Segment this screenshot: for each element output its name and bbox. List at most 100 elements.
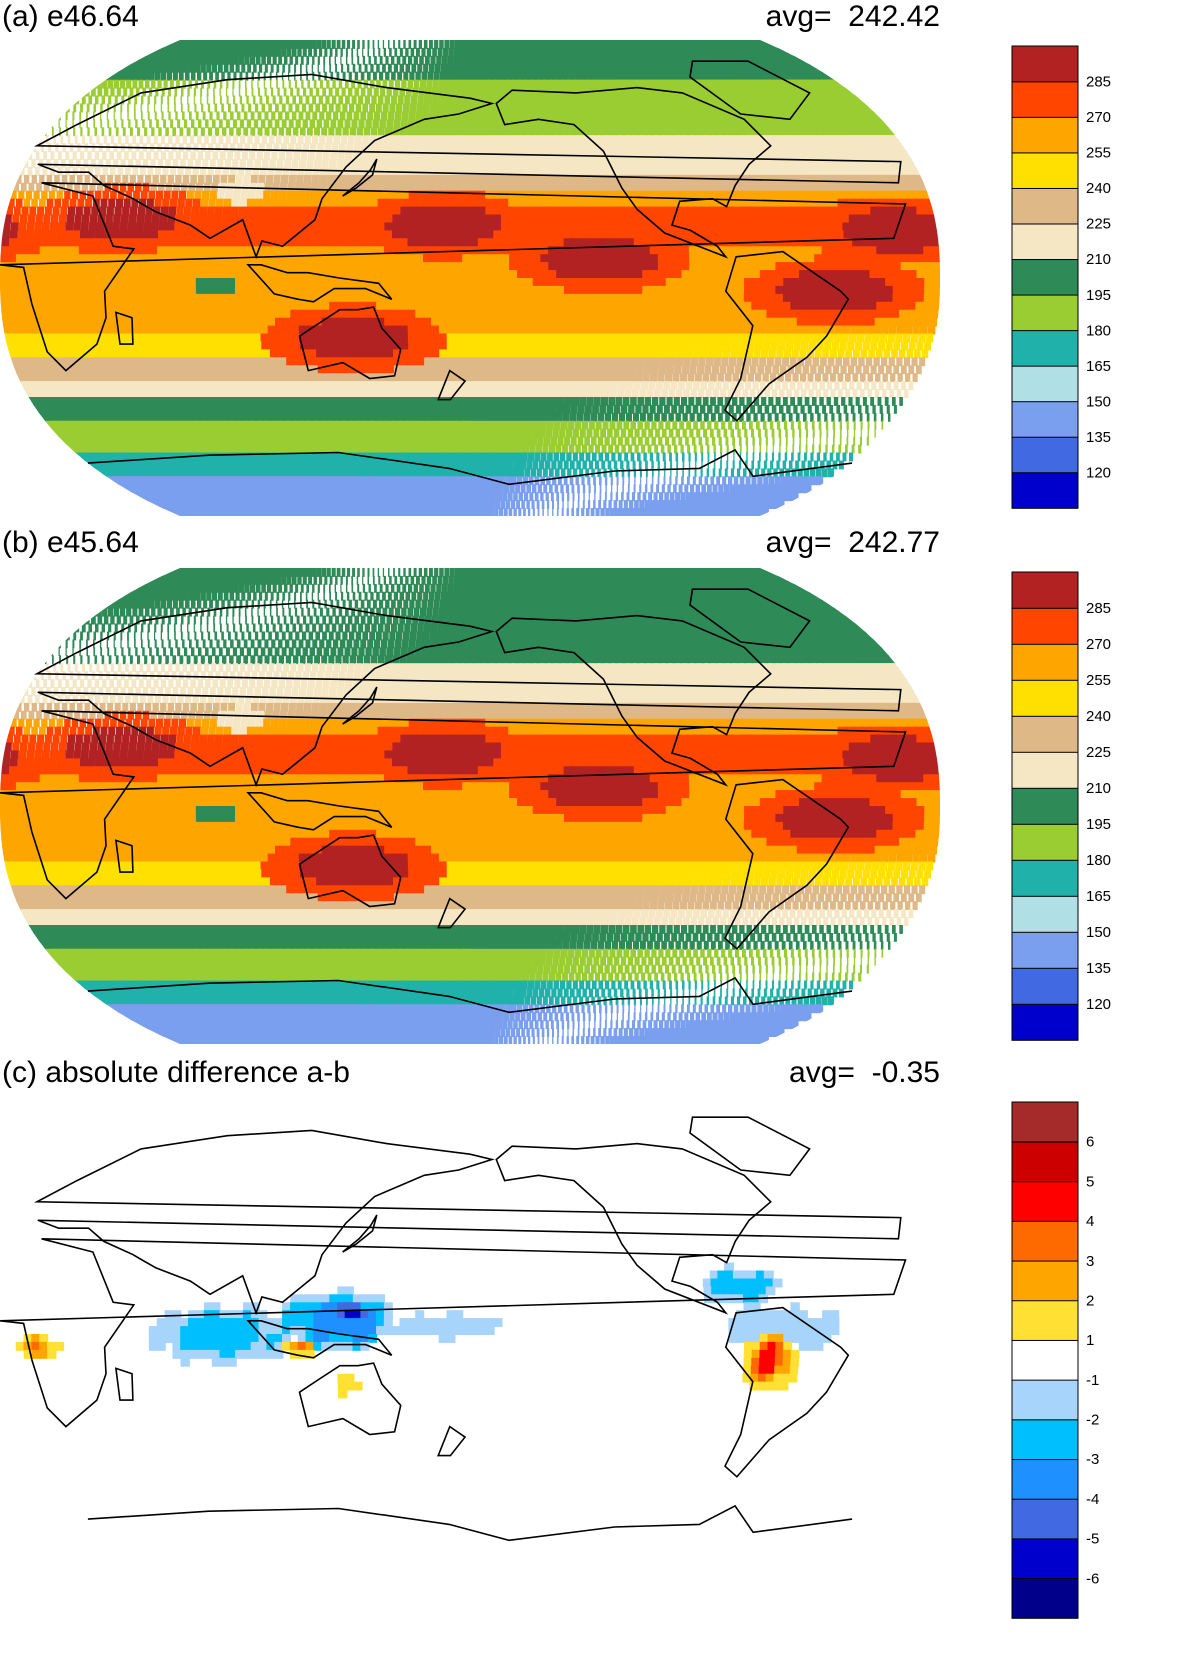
field-cell — [763, 333, 772, 343]
field-cell — [219, 278, 229, 287]
field-cell — [321, 309, 331, 319]
field-cell — [267, 119, 273, 129]
field-cell — [571, 63, 583, 73]
field-cell — [890, 174, 903, 184]
field-cell — [838, 278, 848, 287]
field-cell — [163, 79, 168, 89]
field-cell — [156, 293, 167, 303]
field-cell — [556, 270, 566, 279]
field-cell — [402, 174, 411, 184]
field-cell — [923, 246, 933, 256]
field-cell — [859, 317, 868, 327]
field-cell — [109, 293, 120, 303]
field-cell — [43, 333, 54, 343]
field-cell — [549, 103, 559, 113]
field-cell — [276, 159, 284, 168]
field-cell — [646, 159, 657, 168]
field-cell — [912, 222, 923, 232]
field-cell — [269, 341, 279, 351]
field-cell — [107, 79, 114, 89]
field-cell — [725, 111, 739, 121]
field-cell — [137, 55, 148, 65]
field-cell — [782, 357, 789, 367]
field-cell — [430, 301, 440, 311]
field-cell — [94, 246, 104, 256]
field-cell — [757, 222, 767, 232]
field-cell — [254, 47, 261, 57]
field-cell — [333, 135, 340, 145]
field-cell — [80, 222, 89, 232]
field-cell — [675, 357, 684, 367]
field-cell — [659, 151, 670, 160]
field-cell — [7, 278, 17, 287]
field-cell — [822, 285, 832, 295]
field-cell — [703, 317, 712, 327]
field-cell — [172, 301, 183, 311]
field-cell — [595, 270, 605, 279]
field-cell — [216, 55, 223, 65]
field-cell — [104, 325, 115, 335]
field-cell — [20, 333, 31, 343]
field-cell — [368, 317, 378, 327]
field-cell — [556, 55, 567, 65]
field-cell — [626, 262, 636, 271]
field-cell — [524, 222, 534, 232]
field-cell — [477, 206, 487, 216]
field-cell — [288, 79, 291, 89]
field-cell — [881, 325, 889, 335]
field-cell — [352, 254, 362, 264]
field-cell — [380, 159, 389, 168]
field-cell — [728, 285, 738, 295]
field-cell — [281, 174, 289, 184]
field-cell — [838, 135, 852, 145]
field-cell — [125, 262, 135, 271]
field-cell — [584, 349, 594, 359]
field-cell — [235, 246, 244, 256]
field-cell — [650, 270, 660, 279]
field-cell — [507, 365, 517, 375]
field-cell — [50, 151, 55, 160]
field-cell — [161, 135, 166, 145]
field-cell — [306, 230, 315, 240]
field-cell — [119, 222, 128, 232]
field-cell — [193, 143, 199, 152]
field-cell — [445, 71, 453, 81]
field-cell — [347, 135, 355, 145]
field-cell — [738, 111, 753, 121]
field-cell — [655, 119, 667, 129]
field-cell — [269, 198, 278, 208]
field-cell — [695, 222, 705, 232]
field-cell — [509, 238, 519, 248]
field-cell — [500, 365, 509, 375]
field-cell — [353, 333, 363, 343]
field-cell — [803, 135, 817, 145]
field-cell — [289, 278, 299, 287]
field-cell — [501, 262, 511, 271]
field-cell — [491, 151, 501, 160]
field-cell — [824, 135, 838, 145]
field-cell — [493, 238, 503, 248]
field-cell — [802, 63, 823, 73]
field-cell — [522, 182, 533, 192]
field-cell — [485, 349, 495, 359]
field-cell — [647, 103, 660, 113]
field-cell — [55, 254, 64, 264]
field-cell — [358, 119, 365, 129]
field-cell — [62, 349, 74, 359]
field-cell — [338, 214, 347, 224]
field-cell — [221, 325, 231, 335]
field-cell — [133, 357, 144, 367]
field-cell — [564, 111, 574, 121]
field-cell — [97, 365, 109, 375]
field-cell — [811, 127, 826, 137]
field-cell — [257, 71, 260, 81]
field-cell — [747, 341, 755, 351]
field-cell — [860, 159, 873, 168]
field-cell — [47, 285, 57, 295]
field-cell — [641, 103, 653, 113]
field-cell — [250, 246, 260, 256]
field-cell — [764, 143, 777, 152]
field-cell — [665, 262, 675, 271]
field-cell — [669, 198, 679, 208]
field-cell — [405, 135, 413, 145]
